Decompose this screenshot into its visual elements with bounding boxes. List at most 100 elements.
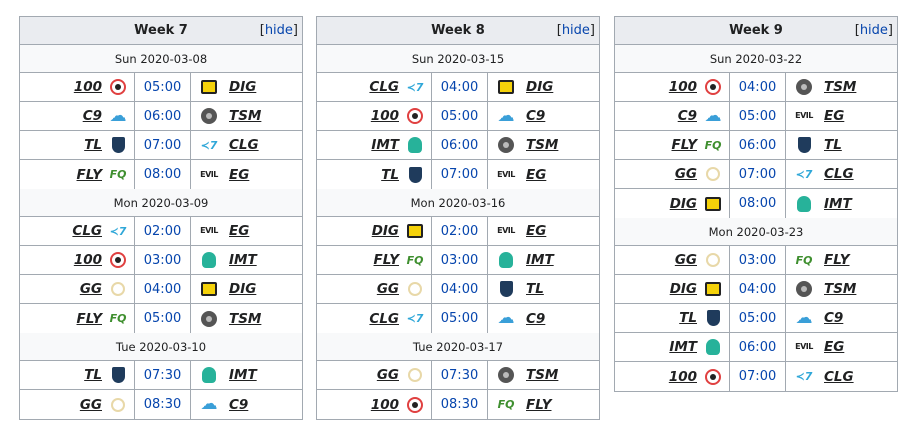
team1-name[interactable]: FLY [671,137,698,153]
100-thieves-logo-icon[interactable] [108,250,128,270]
clg-logo-icon[interactable]: ≺7 [795,370,813,383]
flyquest-logo-icon[interactable]: FQ [109,312,127,325]
flyquest-logo-icon[interactable]: FQ [704,138,722,152]
team1-name[interactable]: IMT [371,137,399,153]
team2-name[interactable]: TSM [526,367,559,383]
evil-geniuses-logo-icon[interactable]: EVIL [497,226,515,235]
golden-guardians-logo-icon[interactable] [108,395,128,415]
flyquest-logo-icon[interactable]: FQ [497,398,515,411]
golden-guardians-logo-icon[interactable] [405,365,425,385]
dignitas-logo-icon[interactable] [199,77,219,97]
team2-name[interactable]: EG [526,166,547,183]
cloud9-logo-icon[interactable]: ☁ [704,105,722,126]
evil-geniuses-logo-icon[interactable]: EVIL [200,226,218,235]
cloud9-logo-icon[interactable]: ☁ [497,105,515,126]
team1-name[interactable]: GG [376,367,399,383]
team2-name[interactable]: TL [526,281,544,297]
golden-guardians-logo-icon[interactable] [703,250,723,270]
team1-name[interactable]: TL [381,166,399,183]
clg-logo-icon[interactable]: ≺7 [795,167,813,181]
team1-name[interactable]: TL [84,367,102,383]
team-liquid-logo-icon[interactable] [496,279,516,299]
flyquest-logo-icon[interactable]: FQ [406,253,424,267]
100-thieves-logo-icon[interactable] [703,77,723,97]
team2-name[interactable]: C9 [526,108,546,124]
team1-name[interactable]: C9 [82,108,102,124]
team2-name[interactable]: CLG [824,166,854,182]
evil-geniuses-logo-icon[interactable]: EVIL [795,111,813,120]
team2-name[interactable]: IMT [229,252,257,268]
team1-name[interactable]: GG [674,252,697,268]
team2-name[interactable]: FLY [526,396,552,413]
team1-name[interactable]: IMT [669,339,697,355]
100-thieves-logo-icon[interactable] [405,395,425,415]
team1-name[interactable]: CLG [369,310,399,327]
team1-name[interactable]: 100 [370,108,399,124]
team2-name[interactable]: TSM [229,108,262,124]
team1-name[interactable]: DIG [669,281,697,297]
team2-name[interactable]: EG [824,108,845,124]
dignitas-logo-icon[interactable] [199,279,219,299]
tsm-logo-icon[interactable] [199,106,219,126]
team2-name[interactable]: EG [229,166,250,183]
team1-name[interactable]: TL [84,137,102,153]
team1-name[interactable]: 100 [370,396,399,413]
team1-name[interactable]: DIG [371,223,399,239]
team-liquid-logo-icon[interactable] [703,308,723,328]
clg-logo-icon[interactable]: ≺7 [200,138,218,152]
team2-name[interactable]: C9 [526,310,546,327]
team1-name[interactable]: CLG [72,223,102,239]
team-liquid-logo-icon[interactable] [108,365,128,385]
tsm-logo-icon[interactable] [794,77,814,97]
team2-name[interactable]: IMT [824,195,852,212]
team1-name[interactable]: TL [679,310,697,326]
evil-geniuses-logo-icon[interactable]: EVIL [497,169,515,179]
100-thieves-logo-icon[interactable] [108,77,128,97]
team2-name[interactable]: TSM [229,310,262,327]
team1-name[interactable]: GG [674,166,697,182]
team2-name[interactable]: DIG [229,79,257,95]
clg-logo-icon[interactable]: ≺7 [406,312,424,325]
cloud9-logo-icon[interactable]: ☁ [200,394,218,414]
hide-link[interactable]: hide [561,23,590,38]
team-liquid-logo-icon[interactable] [405,165,425,185]
team1-name[interactable]: 100 [668,79,697,95]
hide-link[interactable]: hide [859,23,888,38]
team1-name[interactable]: C9 [677,108,697,124]
team1-name[interactable]: 100 [73,79,102,95]
tsm-logo-icon[interactable] [496,365,516,385]
100-thieves-logo-icon[interactable] [703,367,723,387]
hide-toggle[interactable]: [hide] [556,23,595,38]
cloud9-logo-icon[interactable]: ☁ [109,105,127,126]
team-liquid-logo-icon[interactable] [108,135,128,155]
immortals-logo-icon[interactable] [703,337,723,357]
team2-name[interactable]: TSM [526,137,559,153]
hide-link[interactable]: hide [264,23,293,38]
dignitas-logo-icon[interactable] [703,279,723,299]
team1-name[interactable]: GG [79,281,102,297]
dignitas-logo-icon[interactable] [703,194,723,214]
clg-logo-icon[interactable]: ≺7 [109,224,127,238]
evil-geniuses-logo-icon[interactable]: EVIL [795,342,813,351]
team2-name[interactable]: DIG [229,281,257,297]
tsm-logo-icon[interactable] [199,309,219,329]
team2-name[interactable]: TSM [824,79,857,95]
hide-toggle[interactable]: [hide] [259,23,298,38]
100-thieves-logo-icon[interactable] [405,106,425,126]
team1-name[interactable]: CLG [369,79,399,95]
team2-name[interactable]: EG [229,223,250,239]
immortals-logo-icon[interactable] [405,135,425,155]
team2-name[interactable]: TL [824,137,842,153]
tsm-logo-icon[interactable] [496,135,516,155]
immortals-logo-icon[interactable] [496,250,516,270]
flyquest-logo-icon[interactable]: FQ [109,168,127,181]
team1-name[interactable]: 100 [73,252,102,268]
team-liquid-logo-icon[interactable] [794,135,814,155]
team1-name[interactable]: 100 [668,368,697,385]
team2-name[interactable]: EG [526,223,547,239]
golden-guardians-logo-icon[interactable] [405,279,425,299]
team2-name[interactable]: FLY [824,252,850,268]
team1-name[interactable]: FLY [76,166,103,183]
team2-name[interactable]: C9 [229,396,249,413]
tsm-logo-icon[interactable] [794,279,814,299]
